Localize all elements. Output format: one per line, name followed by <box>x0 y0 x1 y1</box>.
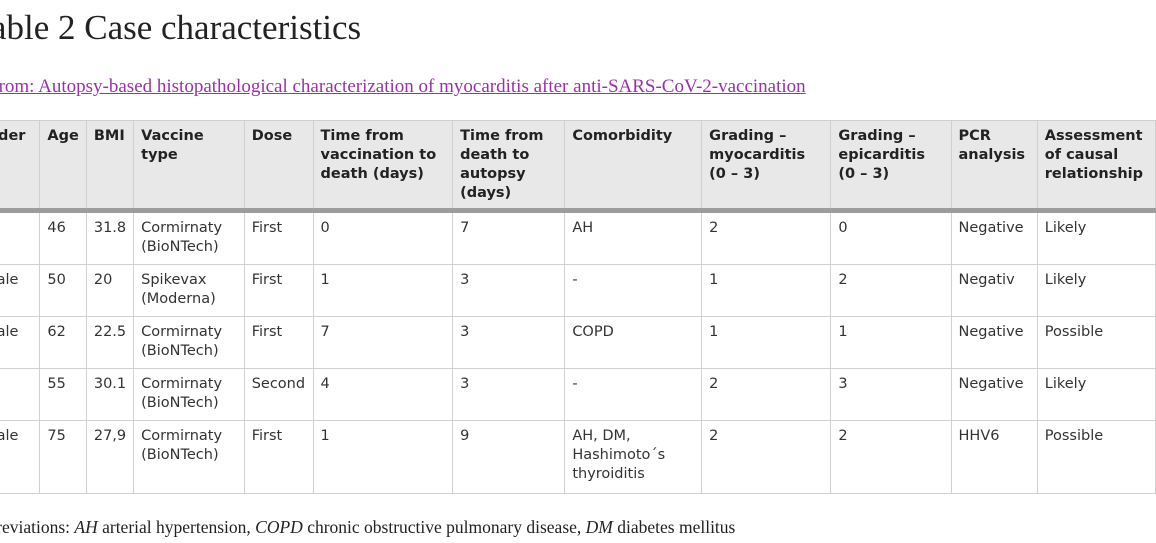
abbreviations-footnote: Abbreviations: AH arterial hypertension,… <box>0 517 735 538</box>
table-cell: 7 <box>312 316 454 369</box>
table-cell: 20 <box>85 264 135 317</box>
table-cell: 3 <box>452 264 566 317</box>
table-cell: 2 <box>701 420 832 494</box>
table-cell: 22.5 <box>85 316 135 369</box>
table-cell: 9 <box>452 420 566 494</box>
table-cell: 1 <box>701 264 832 317</box>
column-header: Vaccine type <box>133 120 245 213</box>
table-cell: 4 <box>312 368 454 421</box>
table-cell: Second <box>243 368 314 421</box>
footnote-text: arterial hypertension, <box>97 517 256 537</box>
table-cell: 30.1 <box>85 368 135 421</box>
table-cell: 31.8 <box>85 210 135 265</box>
footnote-text: chronic obstructive pulmonary disease, <box>302 517 586 537</box>
column-header: Gender <box>0 120 41 213</box>
table-cell: Male <box>0 210 41 265</box>
table-cell: 2 <box>830 420 952 494</box>
table-cell: 62 <box>39 316 87 369</box>
footnote-text: diabetes mellitus <box>612 517 736 537</box>
table-cell: Cormirnaty (BioNTech) <box>133 316 245 369</box>
table-cell: Negative <box>950 210 1038 265</box>
table-cell: 75 <box>39 420 87 494</box>
column-header: Time from death to autopsy (days) <box>452 120 566 213</box>
table-cell: Possible <box>1036 316 1156 369</box>
table-cell: AH <box>564 210 703 265</box>
table-cell: First <box>243 316 314 369</box>
table-cell: Spikevax (Moderna) <box>133 264 245 317</box>
table-cell: 7 <box>452 210 566 265</box>
table-cell: 1 <box>701 316 832 369</box>
footnote-abbr: AH <box>74 517 98 537</box>
table-cell: Negativ <box>950 264 1038 317</box>
column-header: Grading – myocarditis (0 – 3) <box>701 120 832 213</box>
footnote-prefix: Abbreviations: <box>0 517 71 537</box>
table-cell: 0 <box>312 210 454 265</box>
table-cell: Cormirnaty (BioNTech) <box>133 368 245 421</box>
table-cell: - <box>564 368 703 421</box>
table-cell: COPD <box>564 316 703 369</box>
table-cell: AH, DM, Hashimoto´s thyroiditis <box>564 420 703 494</box>
table-cell: 2 <box>701 368 832 421</box>
table-cell: Male <box>0 368 41 421</box>
column-header: Comorbidity <box>564 120 703 213</box>
table-cell: 2 <box>701 210 832 265</box>
table-cell: Cormirnaty (BioNTech) <box>133 420 245 494</box>
table-cell: First <box>243 210 314 265</box>
table-cell: HHV6 <box>950 420 1038 494</box>
table-cell: First <box>243 264 314 317</box>
footnote-abbr: DM <box>585 517 613 537</box>
table-cell: 3 <box>830 368 952 421</box>
table-cell: 3 <box>452 316 566 369</box>
table-cell: First <box>243 420 314 494</box>
table-cell: Likely <box>1036 210 1156 265</box>
table-cell: 1 <box>830 316 952 369</box>
table-cell: Cormirnaty (BioNTech) <box>133 210 245 265</box>
column-header: PCR analysis <box>950 120 1038 213</box>
column-header: Grading – epicarditis (0 – 3) <box>830 120 952 213</box>
table-cell: Likely <box>1036 368 1156 421</box>
table-cell: 27,9 <box>85 420 135 494</box>
table-cell: Female <box>0 420 41 494</box>
table-cell: 2 <box>830 264 952 317</box>
table-cell: 0 <box>830 210 952 265</box>
source-article-link[interactable]: From: Autopsy-based histopathological ch… <box>0 76 806 97</box>
table-cell: 1 <box>312 264 454 317</box>
column-header: Time from vaccination to death (days) <box>312 120 454 213</box>
table-cell: Female <box>0 316 41 369</box>
table-cell: 55 <box>39 368 87 421</box>
table-cell: Possible <box>1036 420 1156 494</box>
footnote-abbr: COPD <box>255 517 303 537</box>
column-header: BMI <box>85 120 135 213</box>
table-cell: Negative <box>950 316 1038 369</box>
table-row: Female5020Spikevax (Moderna)First13-12Ne… <box>0 264 1156 317</box>
table-cell: Negative <box>950 368 1038 421</box>
column-header: Assessment of causal relationship <box>1036 120 1156 213</box>
table-cell: 50 <box>39 264 87 317</box>
table-cell: Female <box>0 264 41 317</box>
table-cell: 46 <box>39 210 87 265</box>
table-cell: 1 <box>312 420 454 494</box>
column-header: Age <box>39 120 87 213</box>
column-header: Dose <box>243 120 314 213</box>
table-cell: 3 <box>452 368 566 421</box>
table-title: Table 2 Case characteristics <box>0 8 362 47</box>
table-cell: Likely <box>1036 264 1156 317</box>
table-cell: - <box>564 264 703 317</box>
